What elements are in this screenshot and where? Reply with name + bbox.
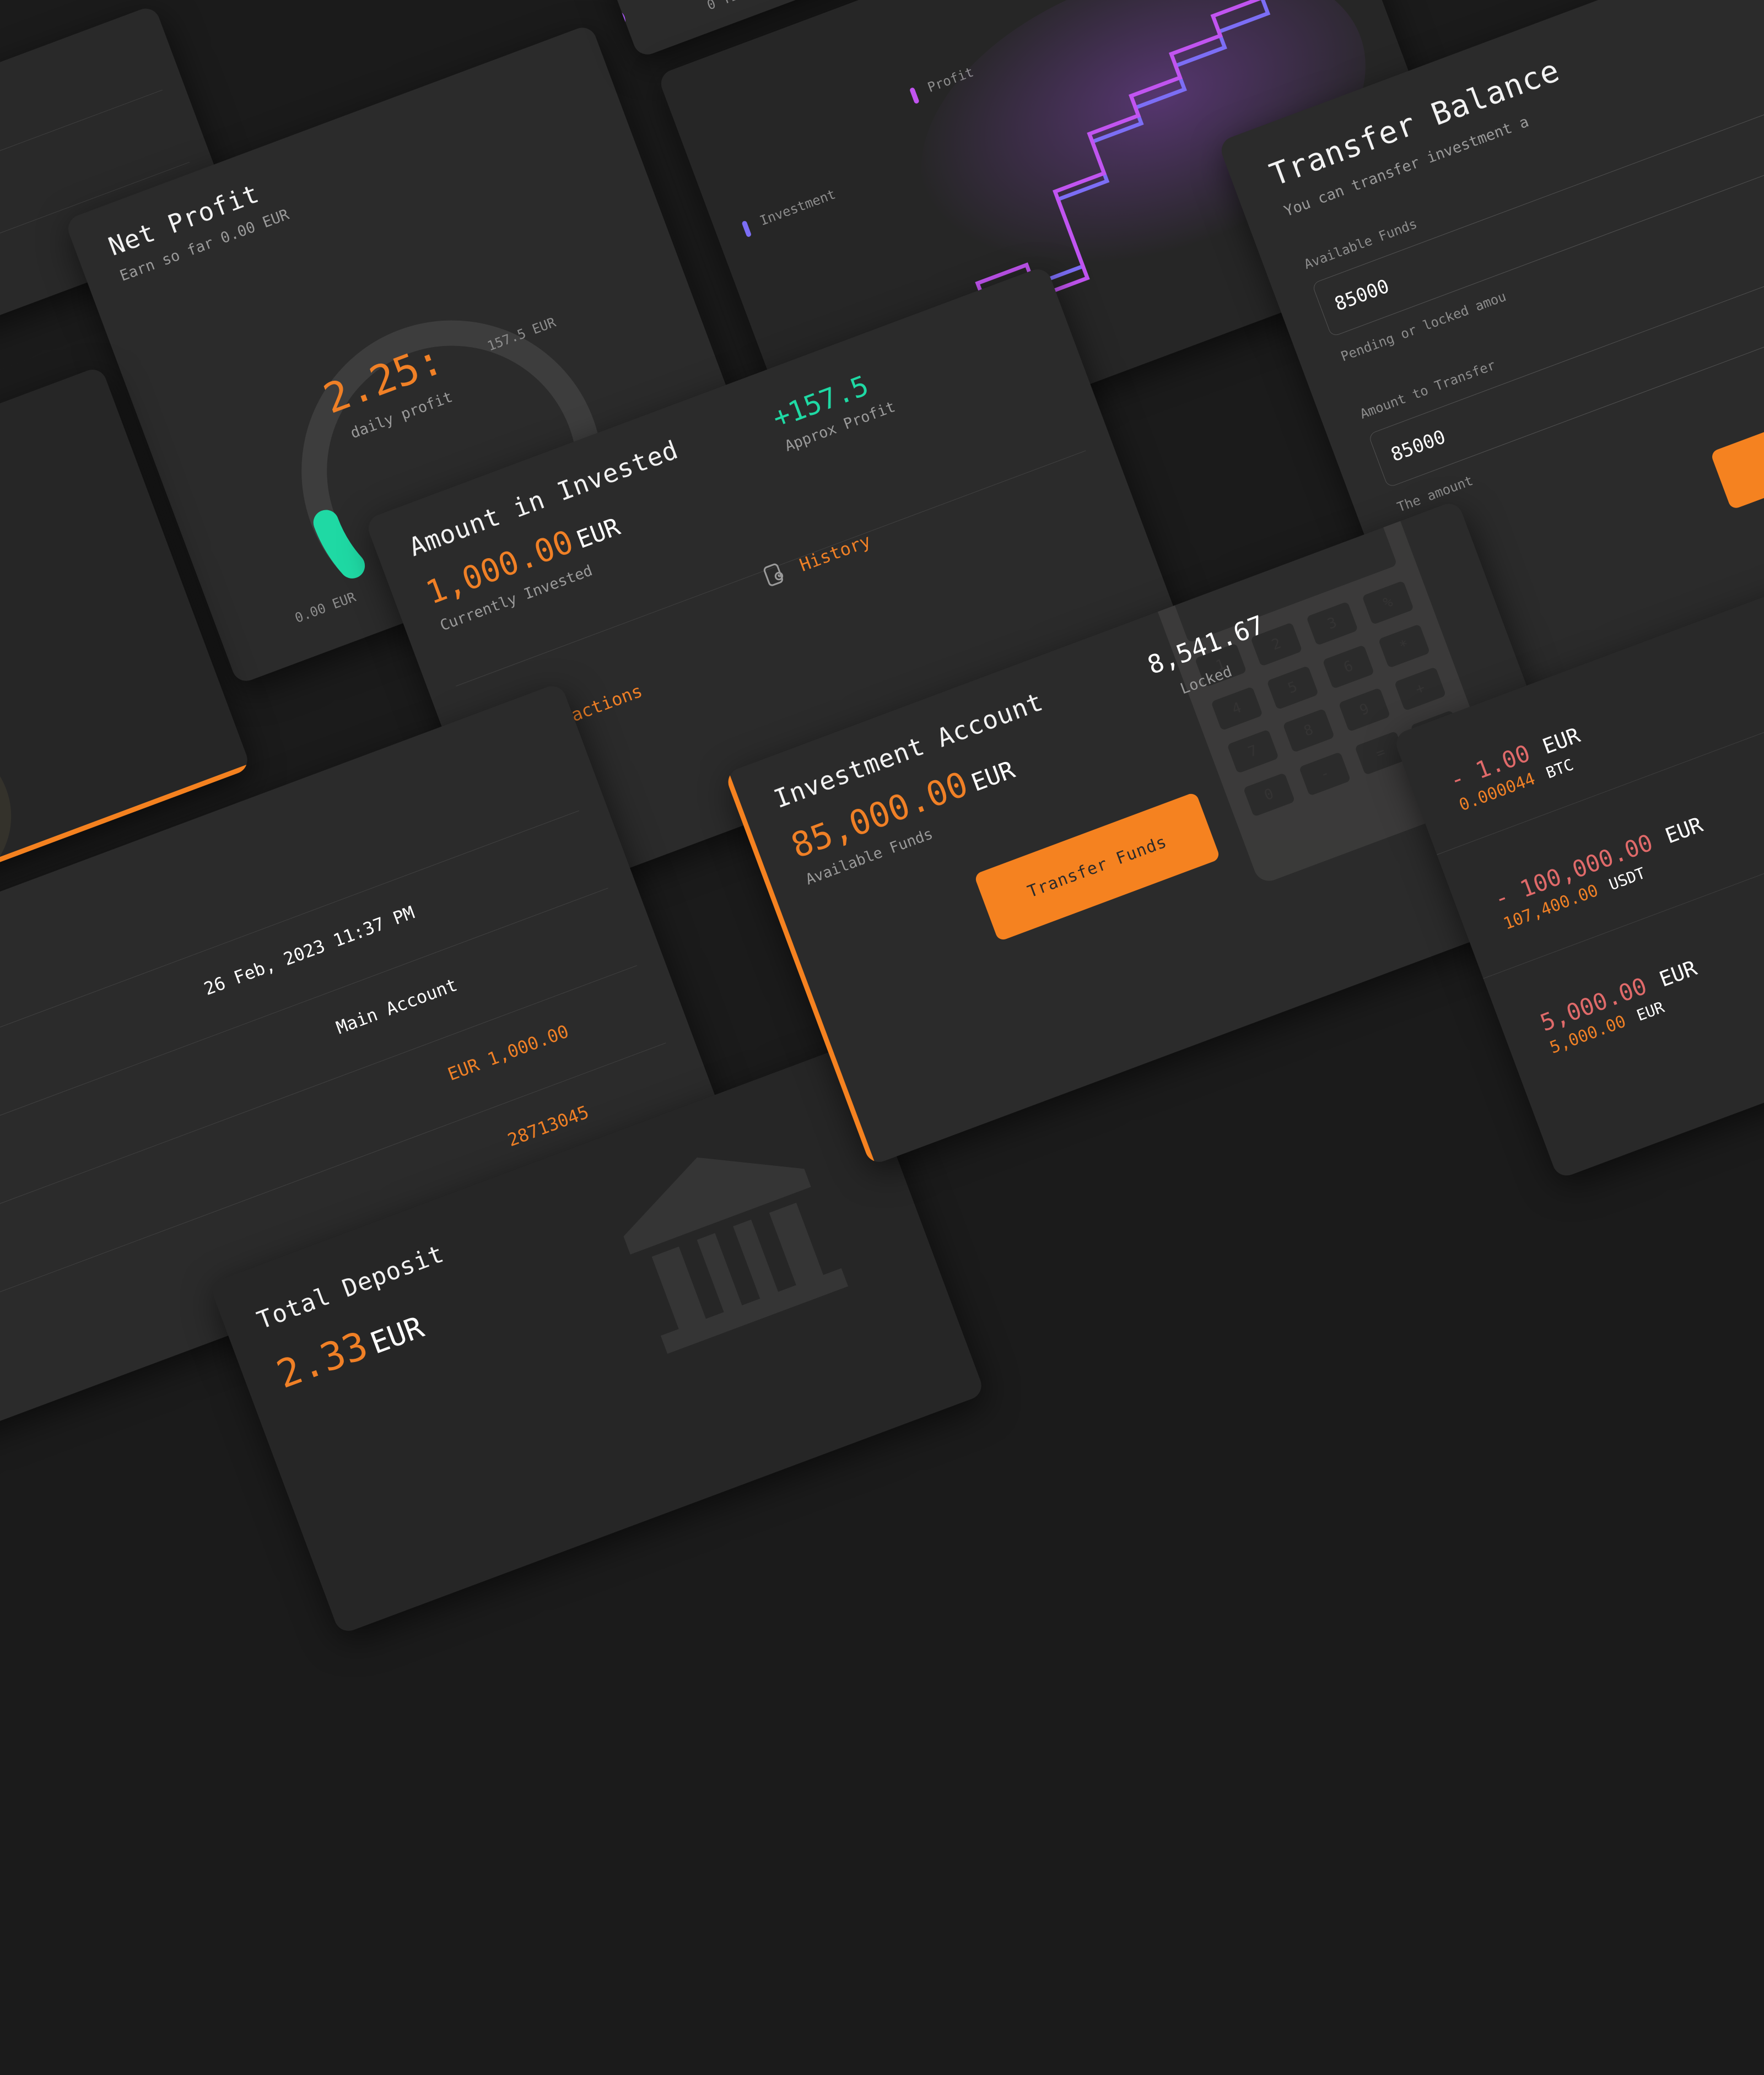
crypto-row: 5,000.00 EUR 5,000.00 EUR bbox=[1536, 953, 1708, 1057]
bank-icon bbox=[581, 1099, 880, 1398]
history-link[interactable]: History bbox=[758, 527, 875, 592]
history-icon bbox=[758, 558, 792, 592]
net-profit-card: Net Profit Earn so far 0.00 EUR 2.25: da… bbox=[64, 23, 764, 685]
detail-value: 28713045 bbox=[504, 1101, 592, 1150]
total-deposit-value: 2.33 bbox=[270, 1322, 374, 1397]
detail-value: 26 Feb, 2023 11:37 PM bbox=[201, 901, 417, 999]
dashboard-stage: Feb, 20 15 Feb, 2023 04:23 AM 15 Feb, 20… bbox=[0, 0, 1764, 1635]
total-deposit-currency: EUR bbox=[365, 1309, 428, 1361]
investment-account-currency: EUR bbox=[967, 755, 1018, 797]
amount-invested-currency: EUR bbox=[572, 512, 624, 554]
crypto-row: - 1.00 EUR 0.000044 BTC bbox=[1445, 721, 1591, 815]
crypto-row: - 100,000.00 EUR 107,400.00 USDT bbox=[1490, 810, 1714, 934]
transfer-funds-button[interactable]: Transfer Funds bbox=[973, 791, 1221, 942]
transfer-balance-button[interactable]: Tra bbox=[1709, 372, 1764, 510]
net-profit-gauge bbox=[182, 165, 678, 661]
total-deposit-card: Total Deposit 2.33 EUR bbox=[208, 1042, 985, 1635]
crypto-sub-currency: BTC bbox=[1543, 755, 1576, 782]
history-link-label: History bbox=[796, 529, 873, 576]
